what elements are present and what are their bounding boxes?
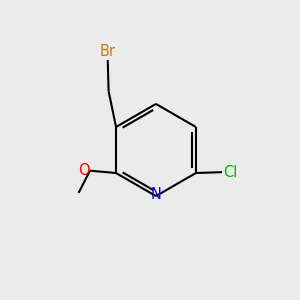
Text: Cl: Cl — [224, 165, 238, 180]
Text: O: O — [78, 163, 89, 178]
Text: N: N — [151, 187, 161, 202]
Text: Br: Br — [100, 44, 116, 59]
